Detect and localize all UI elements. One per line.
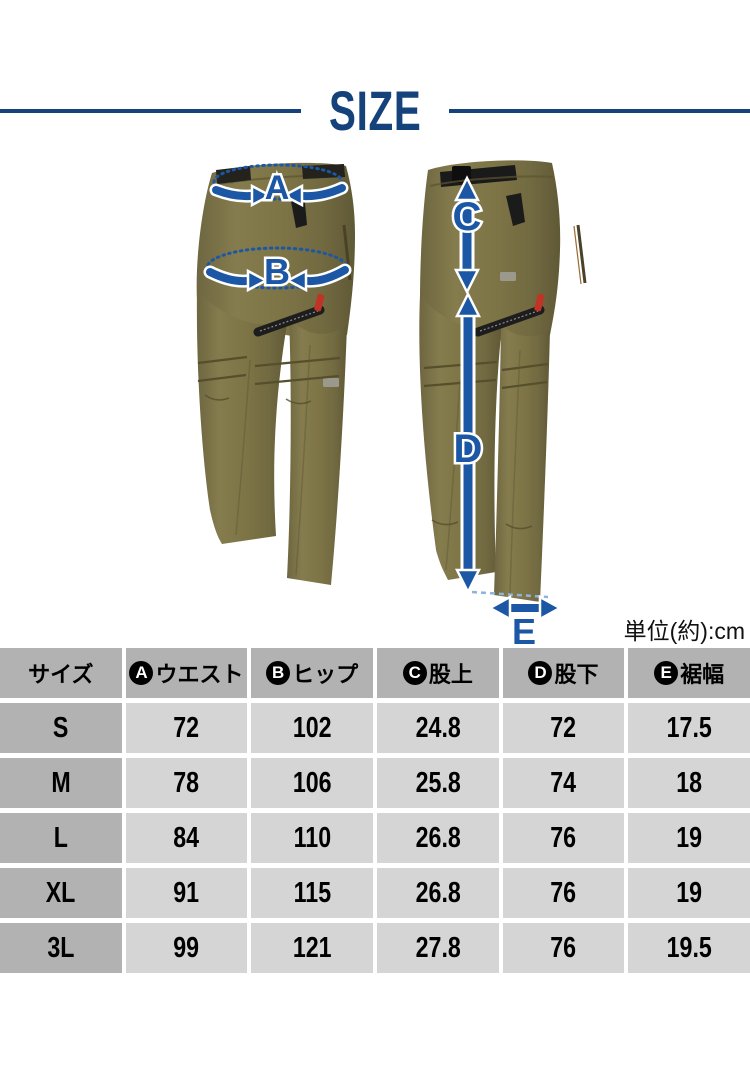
table-cell: 91 [125,868,248,918]
hip-measure-b: B [203,246,352,295]
inseam-measure-d: D [451,291,549,599]
size-label-cell: S [0,703,122,753]
arrow-a-left-icon [209,183,273,208]
table-cell: 17.5 [628,703,750,753]
table-cell: 19 [628,868,750,918]
table-cell: 99 [125,923,248,973]
pants-side-photo [419,160,587,602]
page-title: SIZE [328,79,422,142]
arrow-b-right-icon [285,263,352,293]
label-b: B [264,251,290,292]
marker-b-icon: B [266,661,291,685]
table-cell: 106 [251,758,373,808]
table-cell: 102 [251,703,373,753]
section-header: SIZE [0,82,750,140]
col-header-hip: B ヒップ [251,648,373,698]
table-cell: 76 [502,923,625,973]
table-cell: 76 [502,813,625,863]
table-cell: 72 [125,703,248,753]
waist-measure-a: A [209,163,349,210]
table-cell: 19.5 [628,923,750,973]
table-cell: 74 [502,758,625,808]
col-header-waist: A ウエスト [125,648,248,698]
table-cell: 72 [502,703,625,753]
table-cell: 27.8 [376,923,499,973]
table-cell: 121 [251,923,373,973]
col-header-hem: E 裾幅 [628,648,750,698]
size-label-cell: XL [0,868,122,918]
header-rule-right [449,109,750,113]
label-c: C [453,195,482,239]
table-cell: 19 [628,813,750,863]
table-cell: 26.8 [376,868,499,918]
table-cell: 25.8 [376,758,499,808]
table-cell: 84 [125,813,248,863]
size-table: サイズ A ウエスト B ヒップ C 股上 D 股下 E 裾幅 S 72 102… [0,648,750,973]
table-cell: 115 [251,868,373,918]
size-label-cell: 3L [0,923,122,973]
table-cell: 26.8 [376,813,499,863]
rise-measure-c: C [450,175,484,295]
label-a: A [265,169,290,207]
marker-d-icon: D [528,661,553,685]
arrow-a-right-icon [281,181,349,208]
label-d: D [454,427,483,471]
hem-dashed-guide [471,590,549,599]
size-label-cell: M [0,758,122,808]
table-cell: 76 [502,868,625,918]
col-header-rise: C 股上 [376,648,499,698]
header-rule-left [0,109,301,113]
size-label-cell: L [0,813,122,863]
table-cell: 18 [628,758,750,808]
table-cell: 78 [125,758,248,808]
pants-measurement-diagram: A B C [196,160,587,655]
unit-note: 単位(約):cm [623,618,745,644]
col-header-size: サイズ [0,648,122,698]
table-cell: 24.8 [376,703,499,753]
marker-a-icon: A [129,661,154,685]
hem-measure-e: E [487,594,563,655]
col-header-inseam: D 股下 [502,648,625,698]
pants-front-photo [196,162,355,585]
marker-e-icon: E [654,661,679,685]
arrow-b-left-icon [203,265,269,293]
marker-c-icon: C [402,661,427,685]
label-e: E [512,611,536,652]
table-cell: 110 [251,813,373,863]
